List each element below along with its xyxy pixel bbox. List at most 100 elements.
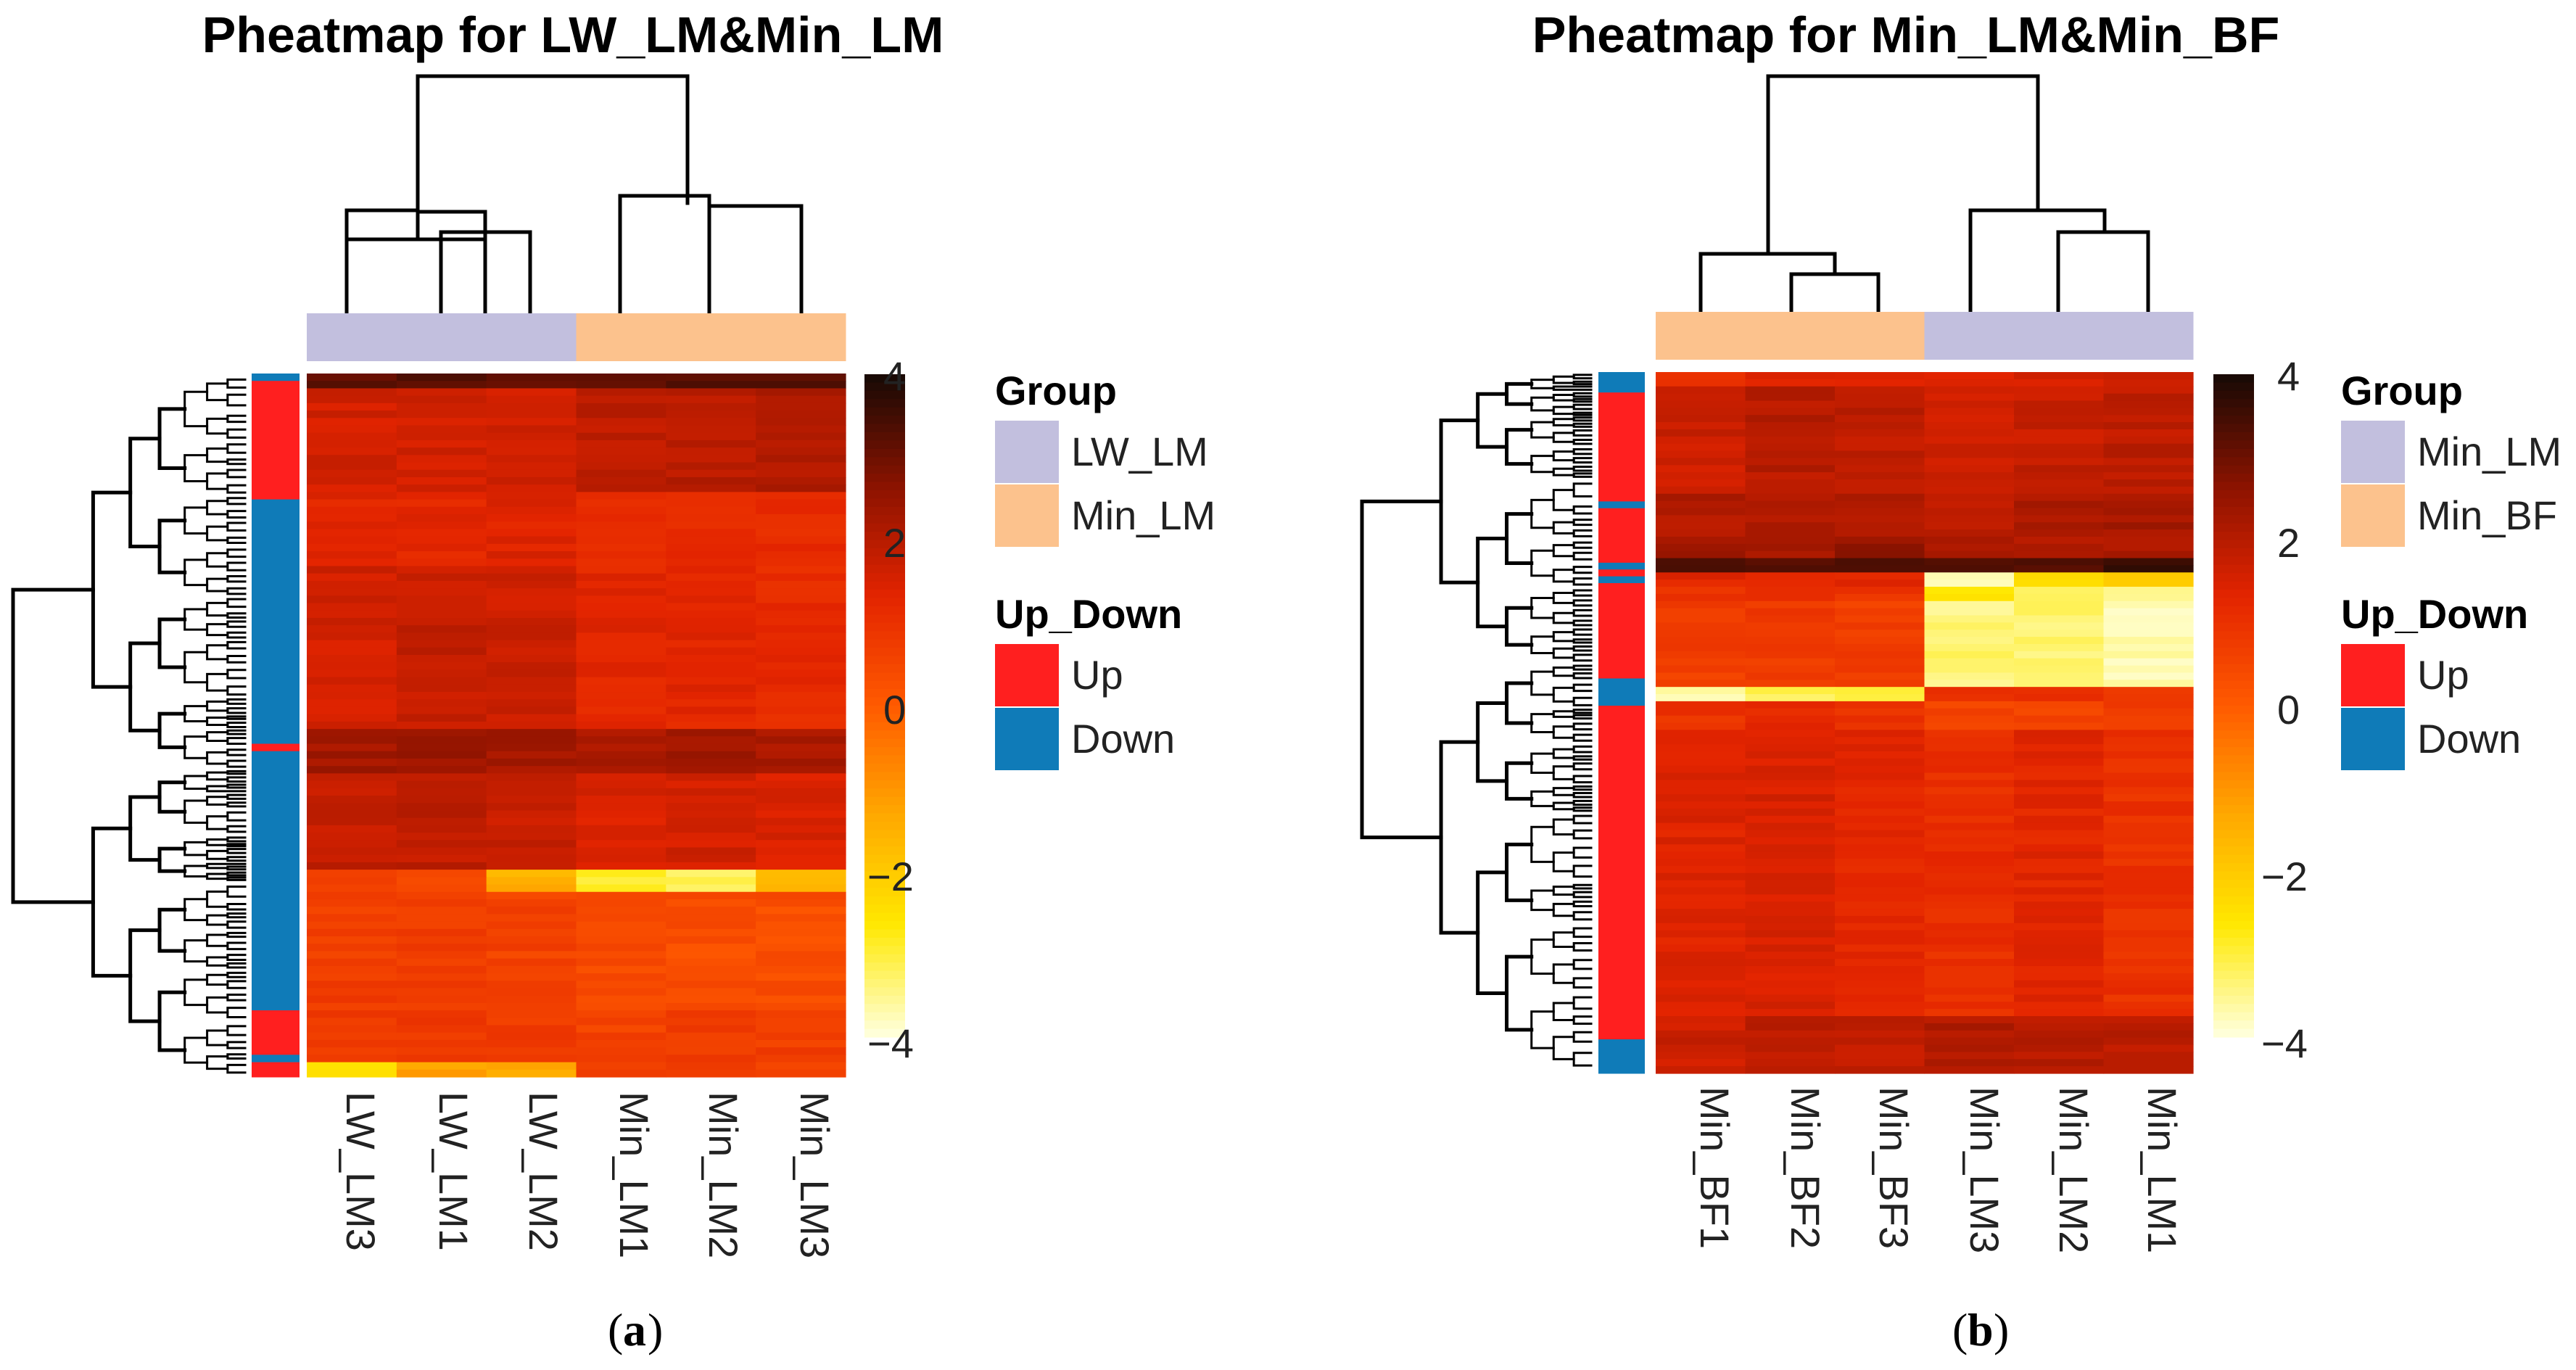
heatmap-cell (1924, 565, 2015, 573)
heatmap-cell (1835, 615, 1925, 623)
heatmap-cell (1745, 1044, 1836, 1052)
heatmap-cell (2103, 637, 2194, 645)
row-dendrogram-branch (206, 849, 229, 860)
heatmap-cell (396, 796, 487, 804)
heatmap-cell (576, 499, 666, 508)
heatmap-cell (307, 796, 397, 804)
heatmap-cell (666, 388, 756, 397)
heatmap-cell (2014, 1002, 2105, 1010)
heatmap-cell (1924, 794, 2015, 802)
heatmap-cell (756, 706, 846, 715)
heatmap-cell (1745, 493, 1836, 502)
heatmap-cell (1924, 973, 2015, 981)
heatmap-cell (666, 965, 756, 974)
heatmap-cell (1835, 965, 1925, 974)
heatmap-cell (1656, 865, 1746, 874)
heatmap-cell (2103, 1037, 2194, 1046)
heatmap-cell (1745, 765, 1836, 774)
heatmap-cell (396, 632, 487, 641)
heatmap-cell (1924, 515, 2015, 523)
heatmap-cell (2103, 579, 2194, 587)
panel-a-colorbar-tick-3: 0 (883, 687, 906, 733)
heatmap-cell (666, 447, 756, 455)
heatmap-cell (1745, 851, 1836, 859)
heatmap-cell (756, 854, 846, 863)
row-dendrogram-branch (157, 617, 187, 669)
heatmap-cell (486, 573, 577, 582)
heatmap-cell (486, 455, 577, 463)
row-dendrogram-branch (1530, 498, 1555, 529)
heatmap-cell (486, 1069, 577, 1078)
heatmap-cell (666, 677, 756, 685)
heatmap-cell (396, 595, 487, 604)
heatmap-cell (1656, 751, 1746, 759)
heatmap-cell (1745, 615, 1836, 623)
heatmap-cell (1835, 987, 1925, 996)
heatmap-cell (486, 625, 577, 633)
heatmap-cell (2014, 458, 2105, 466)
heatmap-cell (486, 558, 577, 567)
colorbar-step (864, 714, 905, 723)
heatmap-cell (486, 928, 577, 937)
row-dendrogram-branch (226, 521, 247, 532)
heatmap-cell (486, 677, 577, 685)
heatmap-cell (2103, 737, 2194, 745)
heatmap-cell (486, 514, 577, 522)
row-dendrogram-branch (206, 644, 229, 661)
heatmap-cell (666, 521, 756, 530)
row-dendrogram-branch (1572, 672, 1593, 680)
colorbar-step (2213, 457, 2254, 466)
heatmap-cell (396, 721, 487, 730)
row-dendrogram-branch (1572, 891, 1593, 899)
heatmap-cell (307, 833, 397, 841)
heatmap-cell (486, 543, 577, 552)
heatmap-cell (1835, 872, 1925, 881)
heatmap-cell (486, 566, 577, 574)
heatmap-cell (486, 1010, 577, 1018)
heatmap-cell (756, 588, 846, 596)
heatmap-cell (307, 484, 397, 492)
heatmap-cell (1656, 1044, 1746, 1052)
colorbar-step (2213, 1020, 2254, 1030)
heatmap-cell (486, 907, 577, 915)
row-dendrogram-branch (1572, 638, 1593, 644)
heatmap-cell (1745, 1002, 1836, 1010)
colorbar-step (864, 879, 905, 888)
heatmap-cell (1745, 744, 1836, 752)
heatmap-cell (576, 462, 666, 471)
colorbar-step (2213, 962, 2254, 972)
heatmap-cell (666, 418, 756, 426)
heatmap-cell (307, 492, 397, 500)
heatmap-cell (576, 1047, 666, 1055)
row-dendrogram-branch (226, 393, 247, 407)
colorbar-step (864, 863, 905, 872)
heatmap-cell (307, 529, 397, 537)
row-dendrogram-branch (1552, 467, 1575, 476)
colorbar-step (2213, 954, 2254, 963)
heatmap-cell (576, 870, 666, 878)
heatmap-cell (2103, 1023, 2194, 1031)
heatmap-cell (2014, 751, 2105, 759)
heatmap-cell (1745, 643, 1836, 652)
heatmap-cell (1656, 851, 1746, 859)
heatmap-cell (756, 425, 846, 434)
heatmap-cell (2103, 930, 2194, 938)
heatmap-cell (396, 1039, 487, 1048)
heatmap-cell (2103, 379, 2194, 387)
row-dendrogram-branch (183, 506, 209, 535)
heatmap-cell (576, 403, 666, 411)
row-dendrogram-branch (1552, 748, 1575, 759)
heatmap-cell (396, 617, 487, 626)
heatmap-cell (307, 595, 397, 604)
heatmap-cell (486, 729, 577, 737)
heatmap-cell (1745, 1023, 1836, 1031)
heatmap-cell (1835, 443, 1925, 452)
panel-b-col-label-5: Min_LM2 (2051, 1086, 2097, 1253)
panel-b-legend-swatch-down (2341, 708, 2405, 770)
row-dendrogram-branch (226, 669, 247, 680)
panel-b-heatmap-cells (1656, 372, 2194, 1074)
heatmap-cell (2014, 915, 2105, 924)
heatmap-cell (2014, 923, 2105, 931)
heatmap-cell (396, 891, 487, 900)
heatmap-cell (2014, 529, 2105, 537)
